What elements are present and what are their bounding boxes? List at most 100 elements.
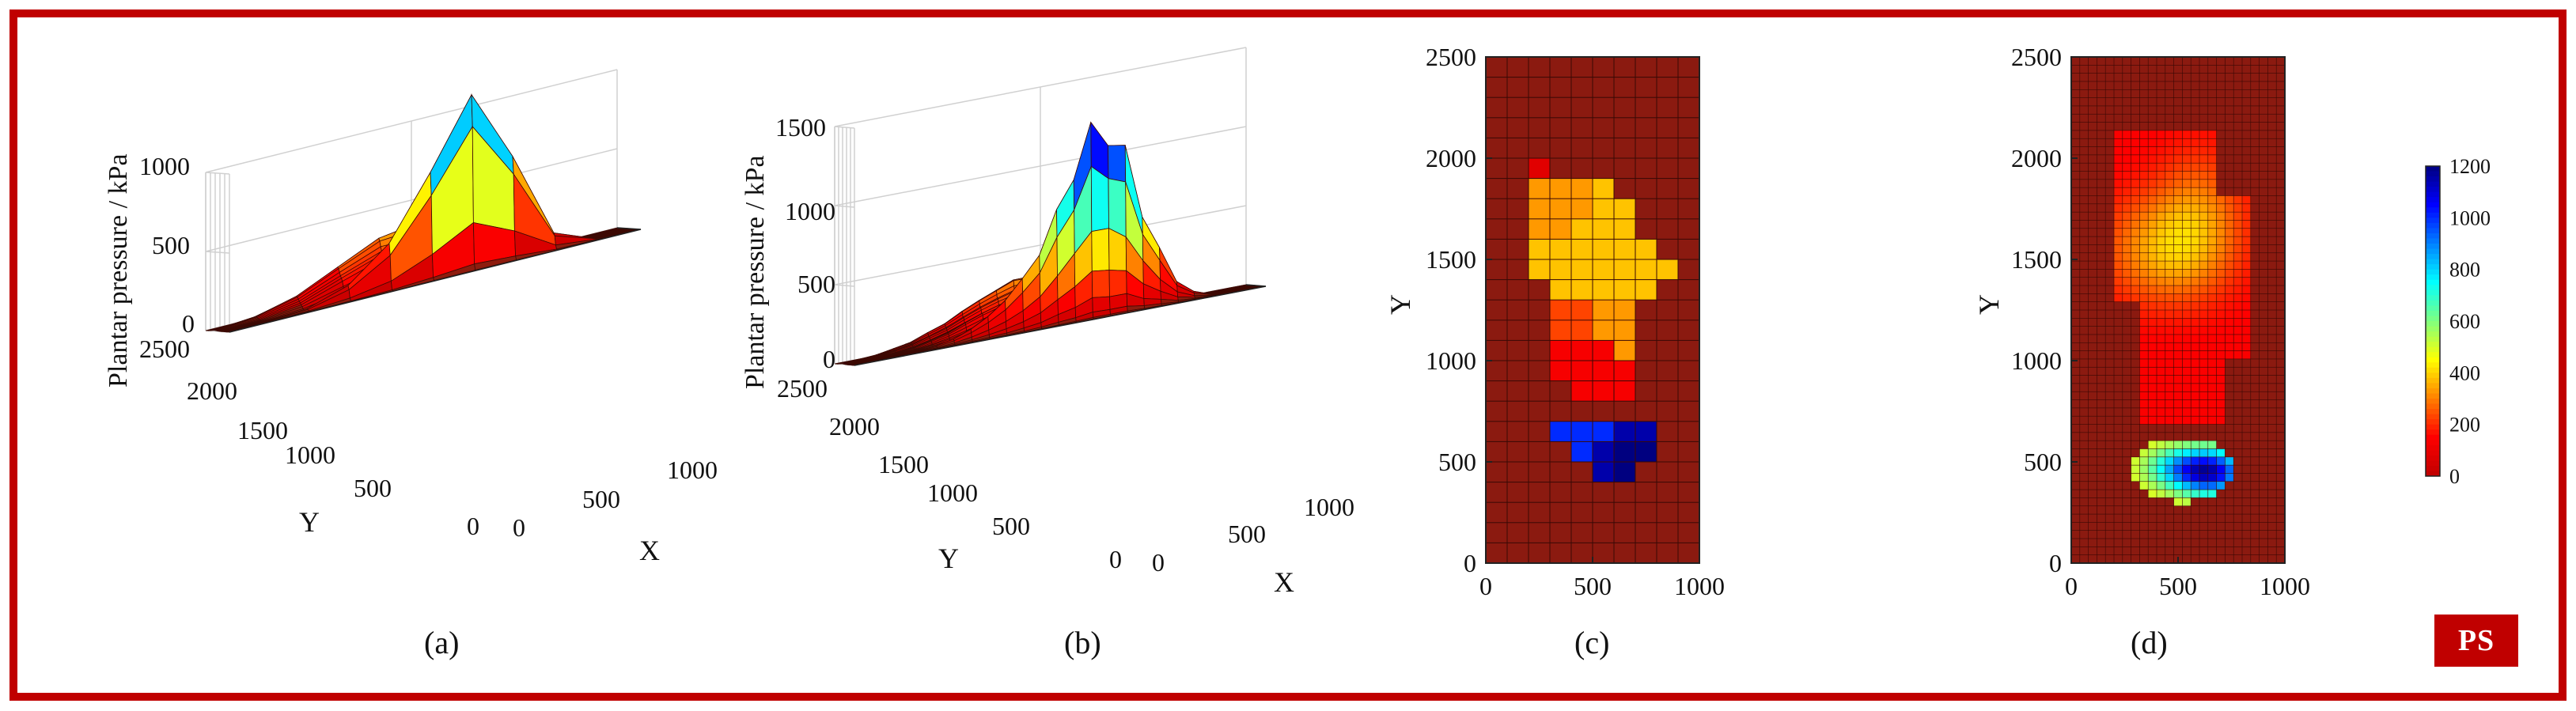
panel-d-heatmap-cell (2207, 318, 2218, 327)
panel-d-heatmap-cell (2207, 138, 2218, 148)
panel-d-heatmap-cell (2122, 415, 2132, 425)
panel-d-heatmap-cell (2241, 277, 2252, 286)
panel-d-heatmap-cell (2079, 269, 2089, 278)
panel-d-heatmap-cell (2259, 440, 2269, 450)
panel-c-heatmap-cell (1635, 320, 1657, 342)
panel-d-heatmap-cell (2113, 318, 2123, 327)
panel-d-heatmap-cell (2259, 309, 2269, 319)
panel-d-heatmap-cell (2147, 97, 2157, 107)
panel-d-heatmap-cell (2233, 244, 2243, 254)
panel-d-heatmap-cell (2097, 326, 2106, 335)
panel-d-heatmap-cell (2139, 399, 2149, 409)
panel-d-heatmap-cell (2190, 187, 2200, 197)
panel-d-heatmap-cell (2259, 375, 2269, 384)
panel-c-heatmap-cell (1506, 482, 1529, 503)
panel-d-heatmap-cell (2088, 154, 2098, 164)
panel-d-heatmap-cell (2173, 497, 2184, 507)
panel-d-heatmap-cell (2147, 301, 2157, 311)
panel-c-heatmap-cell (1528, 501, 1551, 524)
panel-d-heatmap-cell (2259, 554, 2269, 564)
panel-d-heatmap-cell (2097, 105, 2106, 115)
panel-d-heatmap-cell (2259, 73, 2269, 82)
panel-d-heatmap-cell (2190, 285, 2200, 294)
panel-d-heatmap-cell (2079, 522, 2089, 531)
panel-d-heatmap-cell (2156, 73, 2166, 82)
panel-d-heatmap-cell (2139, 277, 2149, 286)
panel-d-heatmap-cell (2190, 505, 2200, 515)
panel-d-heatmap-cell (2070, 432, 2081, 441)
panel-d-heatmap-cell (2259, 366, 2269, 376)
panel-d-heatmap-cell (2147, 489, 2157, 499)
panel-c-heatmap-cell (1570, 421, 1593, 443)
panel-d-heatmap-cell (2070, 424, 2081, 433)
panel-c-heatmap-cell (1570, 218, 1593, 240)
panel-d-heatmap-cell (2259, 285, 2269, 294)
panel-d-heatmap-cell (2275, 326, 2286, 335)
panel-d-heatmap-cell (2173, 73, 2184, 82)
panel-d-heatmap-cell (2165, 538, 2175, 547)
panel-d-heatmap-cell (2182, 277, 2191, 286)
panel-d-heatmap-cell (2165, 97, 2175, 107)
panel-d-heatmap-cell (2156, 530, 2166, 539)
panel-c-heatmap-cell (1613, 482, 1636, 503)
panel-d-heatmap-cell (2147, 440, 2157, 450)
panel-d-heatmap-cell (2173, 318, 2184, 327)
panel-d-heatmap-cell (2079, 407, 2089, 417)
panel-d-heatmap-cell (2250, 497, 2260, 507)
panel-d-heatmap-cell (2139, 138, 2149, 148)
panel-d-heatmap-cell (2147, 244, 2157, 254)
panel-d-heatmap-cell (2173, 391, 2184, 401)
panel-d-heatmap-cell (2233, 130, 2243, 139)
colorbar-swatch (2426, 259, 2440, 265)
panel-d-heatmap-cell (2139, 424, 2149, 433)
panel-d-heatmap-cell (2216, 538, 2226, 547)
panel-c-heatmap-cell (1570, 198, 1593, 220)
panel-d-heatmap-cell (2182, 489, 2191, 499)
panel-d-heatmap-cell (2241, 505, 2252, 515)
panel-d-heatmap-cell (2122, 236, 2132, 246)
panel-d-heatmap-cell (2267, 489, 2277, 499)
panel-d-heatmap-cell (2079, 334, 2089, 343)
colorbar-swatch (2426, 202, 2440, 208)
panel-d-heatmap-cell (2104, 318, 2115, 327)
panel-d-heatmap-cell (2097, 244, 2106, 254)
panel-d-heatmap-cell (2182, 244, 2191, 254)
panel-d-heatmap-cell (2079, 448, 2089, 458)
panel-c-heatmap-cell (1528, 198, 1551, 220)
panel-d-heatmap-cell (2199, 505, 2209, 515)
panel-d-heatmap-cell (2147, 497, 2157, 507)
panel-d-heatmap-cell (2225, 252, 2234, 262)
panel-c-heatmap-cell (1677, 137, 1700, 159)
panel-d-heatmap-cell (2088, 187, 2098, 197)
panel-d-heatmap-cell (2275, 538, 2286, 547)
panel-d-heatmap-cell (2079, 228, 2089, 237)
panel-d-heatmap-cell (2233, 481, 2243, 490)
panel-d-heatmap-cell (2250, 203, 2260, 213)
panel-d-heatmap-cell (2199, 318, 2209, 327)
panel-d-heatmap-cell (2241, 211, 2252, 221)
panel-d-heatmap-cell (2182, 81, 2191, 90)
panel-d-heatmap-cell (2156, 375, 2166, 384)
panel-d-heatmap-cell (2104, 546, 2115, 556)
panel-d-heatmap-cell (2182, 162, 2191, 172)
panel-d-heatmap-cell (2267, 220, 2277, 229)
panel-d-heatmap-cell (2104, 513, 2115, 523)
panel-d-heatmap-cell (2267, 309, 2277, 319)
panel-d-heatmap-cell (2241, 285, 2252, 294)
panel-d-heatmap-cell (2182, 269, 2191, 278)
panel-d-heatmap-cell (2070, 260, 2081, 270)
panel-d-heatmap-cell (2267, 448, 2277, 458)
panel-d-heatmap-cell (2088, 456, 2098, 466)
panel-d-heatmap-cell (2122, 448, 2132, 458)
panel-d-heatmap-cell (2104, 530, 2115, 539)
panel-d-heatmap-cell (2113, 334, 2123, 343)
panel-d-heatmap-cell (2241, 293, 2252, 303)
panel-d-heatmap-cell (2131, 203, 2141, 213)
panel-d-heatmap-cell (2199, 456, 2209, 466)
panel-d-heatmap-cell (2097, 138, 2106, 148)
panel-d-heatmap-cell (2241, 415, 2252, 425)
panel-d-heatmap-cell (2225, 554, 2234, 564)
panel-d-heatmap-cell (2225, 358, 2234, 368)
panel-d-heatmap-cell (2097, 366, 2106, 376)
